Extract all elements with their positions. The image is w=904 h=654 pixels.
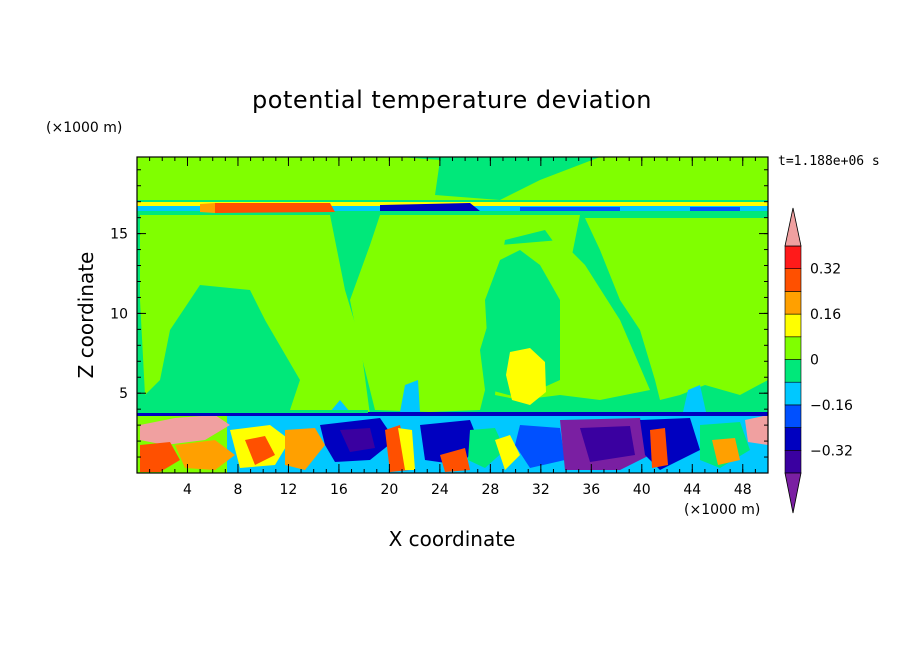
field-tropopause-blue-1 — [380, 203, 480, 211]
field-bl-yellow-3 — [495, 435, 520, 470]
field-tropopause-blue-2 — [520, 207, 620, 211]
colorbar-bin — [784, 245, 802, 270]
x-axis-unit: (×1000 m) — [684, 502, 761, 518]
colorbar-bin — [784, 449, 802, 474]
field-cyan-plume-3 — [330, 400, 350, 412]
field-band-east — [585, 218, 768, 400]
x-tick-label: 40 — [633, 482, 651, 498]
colorbar-over-triangle — [784, 207, 802, 247]
field-bl-purple-1 — [340, 428, 375, 452]
field-green-pocket — [170, 290, 275, 402]
field-bl-yellow-2 — [398, 428, 415, 470]
colorbar-tick-label: −0.16 — [810, 398, 853, 414]
x-tick-label: 24 — [431, 482, 449, 498]
colorbar-bin — [784, 291, 802, 315]
field-bl-orange-2 — [285, 428, 325, 470]
field-upper-lime-2 — [590, 158, 660, 198]
x-tick-label: 32 — [532, 482, 550, 498]
colorbar-bin — [784, 381, 802, 406]
field-bl-red-2 — [245, 436, 275, 465]
field-tropopause-blue-3 — [690, 207, 740, 211]
field-boundary-top-green — [137, 410, 368, 413]
field-bl-green-1 — [468, 428, 505, 468]
y-tick-label: 10 — [110, 306, 128, 322]
field-bl-pink-2 — [745, 415, 768, 445]
field-bl-blue-3 — [515, 425, 565, 468]
colorbar-bin — [784, 313, 802, 338]
time-label: t=1.188e+06 s — [778, 154, 880, 169]
colorbar-tick-label: 0 — [810, 353, 819, 369]
chart-title: potential temperature deviation — [252, 86, 652, 114]
field-bl-red-4 — [440, 448, 470, 472]
field-bl-orange-3 — [712, 438, 740, 465]
x-tick-label: 4 — [183, 482, 192, 498]
x-tick-label: 36 — [582, 482, 600, 498]
x-tick-label: 48 — [734, 482, 752, 498]
colorbar-under-triangle — [784, 472, 802, 514]
colorbar-bin — [784, 268, 802, 292]
x-tick-label: 44 — [683, 482, 701, 498]
x-axis-label: X coordinate — [388, 527, 516, 551]
plot-field — [137, 157, 768, 473]
field-bl-orange-1 — [175, 440, 235, 470]
field-cyan-plume-2 — [683, 385, 706, 412]
x-tick-label: 12 — [280, 482, 298, 498]
field-cyan-plume-1 — [400, 380, 420, 412]
y-tick-label: 15 — [110, 227, 128, 243]
x-tick-label: 20 — [380, 482, 398, 498]
field-bl-purple-3 — [580, 426, 635, 462]
field-bl-red-5 — [650, 428, 668, 468]
field-bl-red-1 — [140, 442, 180, 472]
colorbar-bin — [784, 359, 802, 383]
field-tropopause-orange — [200, 203, 215, 213]
colorbar-bin — [784, 404, 802, 428]
colorbar-bin — [784, 336, 802, 360]
y-axis-unit: (×1000 m) — [46, 120, 123, 136]
field-bl-pink-1 — [140, 415, 230, 445]
x-tick-label: 28 — [481, 482, 499, 498]
x-tick-label: 8 — [233, 482, 242, 498]
colorbar-tick-label: −0.32 — [810, 443, 853, 459]
colorbar-tick-label: 0.16 — [810, 307, 841, 323]
colorbar-tick-label: 0.32 — [810, 262, 841, 278]
field-band-west — [140, 215, 370, 415]
field-yellow-blob — [506, 348, 546, 405]
field-boundary-top-band — [137, 412, 768, 416]
colorbar: 0.32 0.16 0 −0.16 −0.32 — [784, 207, 853, 514]
field-band-central — [350, 215, 580, 412]
colorbar-bin — [784, 427, 802, 451]
field-tropopause-red — [215, 203, 335, 213]
y-tick-label: 5 — [119, 386, 128, 402]
x-tick-label: 16 — [330, 482, 348, 498]
